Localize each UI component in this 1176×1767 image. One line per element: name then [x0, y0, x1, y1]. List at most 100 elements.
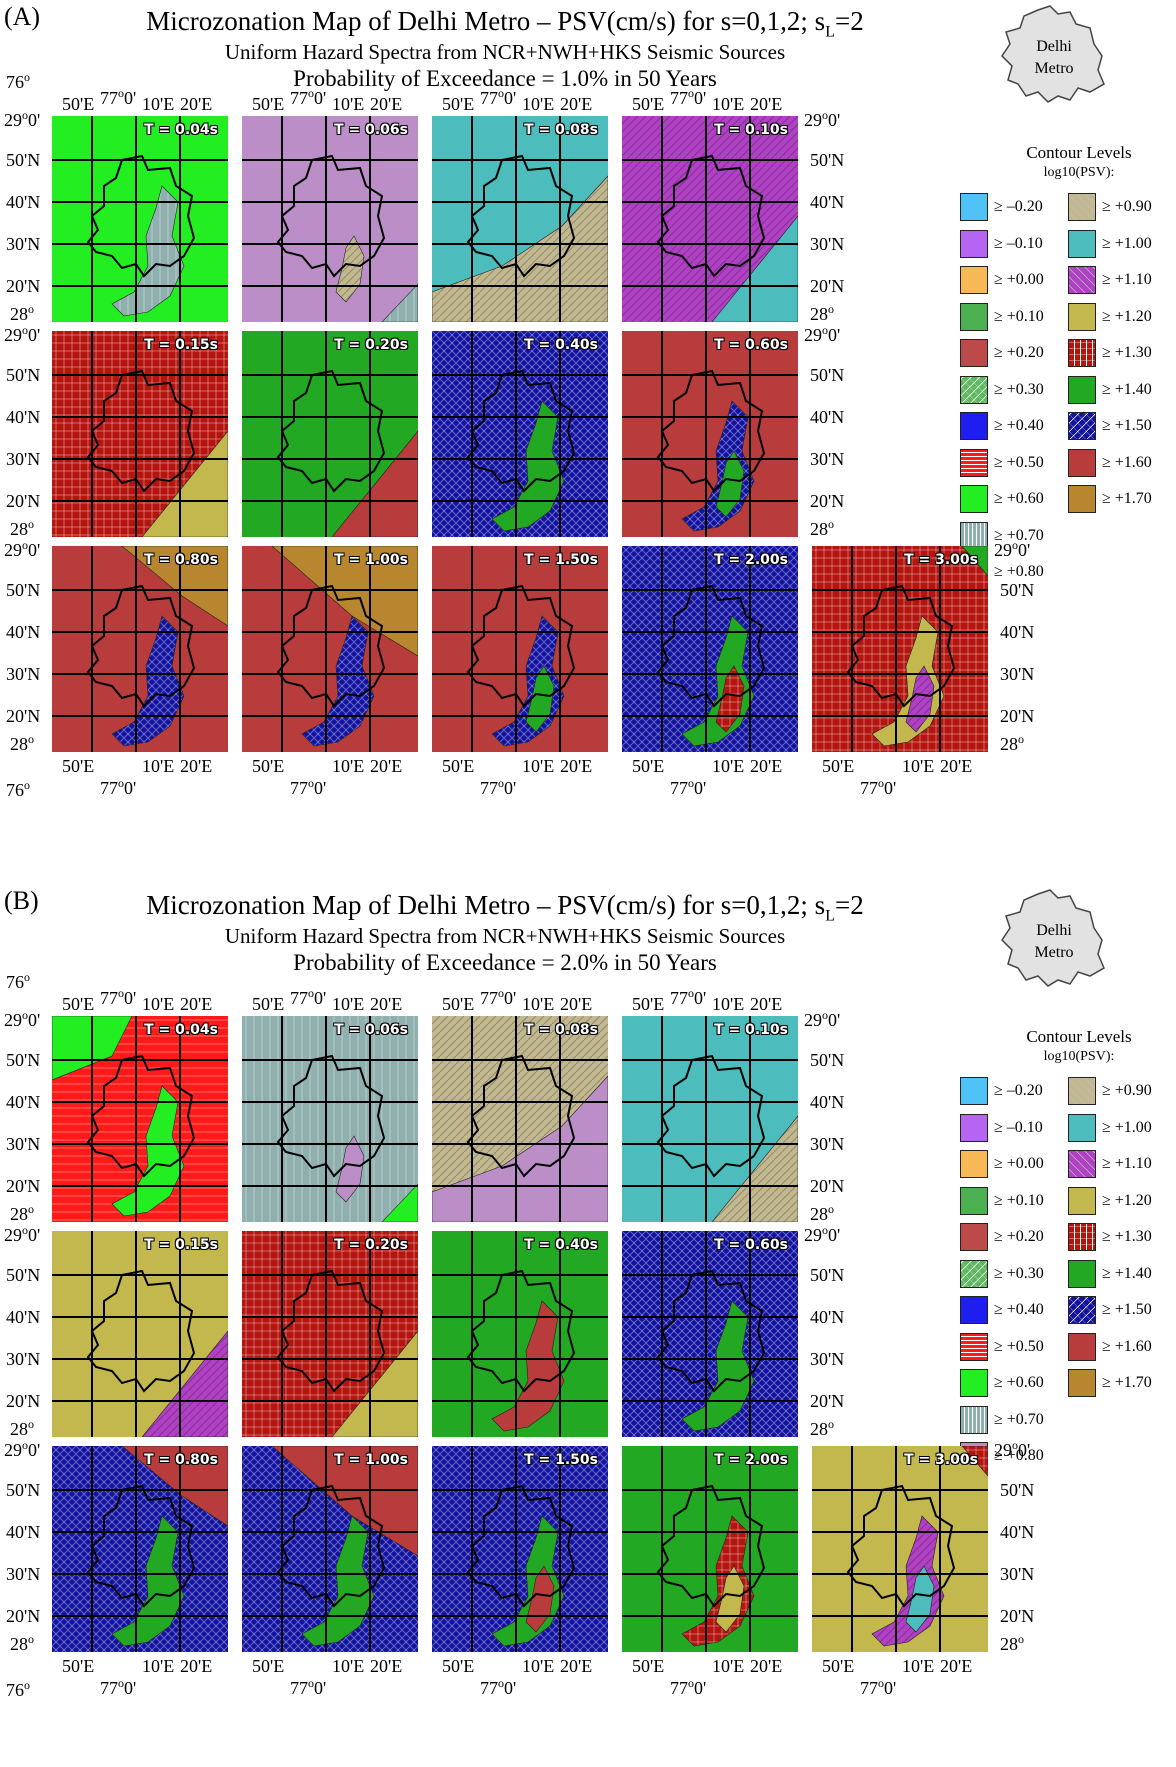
legend-label: ≥ +0.60 — [994, 1374, 1044, 1391]
longitude-label: 50'E — [822, 756, 855, 776]
legend-label: ≥ +1.70 — [1102, 490, 1152, 507]
legend-item: ≥ +0.40 — [960, 1292, 1044, 1328]
delhi-boundary — [656, 1484, 766, 1608]
latitude-label: 29o0' — [4, 1223, 41, 1245]
microzonation-map: T = 0.80s — [52, 1446, 228, 1652]
latitude-label: 30'N — [6, 234, 41, 254]
legend-label: ≥ +1.20 — [1102, 1191, 1152, 1209]
microzonation-map: T = 1.50s — [432, 1446, 608, 1652]
legend-item: ≥ +1.30 — [1068, 335, 1152, 371]
legend-label: ≥ +0.30 — [994, 1264, 1044, 1282]
legend-label: ≥ +1.40 — [1102, 380, 1152, 398]
legend-label: ≥ +0.20 — [994, 344, 1044, 361]
legend-item: ≥ +0.00 — [960, 262, 1044, 298]
latitude-label: 29o0' — [4, 1008, 41, 1030]
latitude-label: 30'N — [6, 1134, 41, 1154]
legend-label: ≥ +0.00 — [994, 271, 1044, 288]
longitude-label: 77o0' — [480, 1676, 517, 1698]
latitude-label: 28o — [10, 1417, 34, 1439]
legend-label: ≥ +0.50 — [994, 453, 1044, 471]
delhi-boundary — [466, 154, 576, 278]
longitude-label: 77o0' — [480, 986, 517, 1008]
contour-zone — [381, 1183, 418, 1222]
contour-zone — [961, 1446, 988, 1477]
legend-swatch — [960, 339, 988, 367]
delhi-boundary — [656, 1269, 766, 1393]
microzonation-map: T = 3.00s — [812, 546, 988, 752]
delhi-boundary — [86, 584, 196, 708]
delhi-boundary — [276, 1054, 386, 1178]
delhi-boundary — [656, 154, 766, 278]
longitude-label: 50'E — [252, 994, 285, 1014]
longitude-label: 50'E — [632, 94, 665, 114]
longitude-label: 50'E — [632, 756, 665, 776]
period-label: T = 0.80s — [144, 552, 218, 568]
contour-zone — [711, 215, 798, 322]
legend-label: ≥ +1.00 — [1102, 234, 1152, 252]
latitude-label: 40'N — [810, 1092, 845, 1112]
longitude-label: 77o0' — [670, 986, 707, 1008]
latitude-label: 20'N — [810, 276, 845, 296]
longitude-label: 20'E — [750, 756, 783, 776]
legend-item: ≥ +0.20 — [960, 1219, 1044, 1255]
delhi-boundary — [466, 584, 576, 708]
latitude-label: 20'N — [1000, 1606, 1035, 1626]
legend-item: ≥ +1.20 — [1068, 299, 1152, 335]
figure-title: Microzonation Map of Delhi Metro – PSV(c… — [146, 890, 864, 925]
legend-item: ≥ +1.60 — [1068, 445, 1152, 481]
microzonation-map: T = 0.60s — [622, 1231, 798, 1437]
contour-zone — [301, 615, 375, 747]
longitude-label: 76o — [6, 70, 30, 92]
latitude-label: 20'N — [810, 1391, 845, 1411]
legend-label: ≥ +0.10 — [994, 307, 1044, 325]
legend-swatch — [1068, 1259, 1096, 1288]
legend-swatch — [960, 1186, 988, 1215]
longitude-label: 20'E — [560, 94, 593, 114]
legend-item: ≥ +1.00 — [1068, 1110, 1152, 1146]
legend-label: ≥ –0.20 — [994, 1082, 1043, 1099]
legend-item: ≥ +1.50 — [1068, 1292, 1152, 1328]
latitude-label: 29o0' — [4, 323, 41, 345]
longitude-label: 10'E — [522, 1656, 555, 1676]
legend-item: ≥ +0.60 — [960, 1365, 1044, 1401]
contour-zone — [711, 1115, 798, 1222]
legend-item: ≥ +1.00 — [1068, 226, 1152, 262]
latitude-label: 50'N — [1000, 1480, 1035, 1500]
longitude-label: 20'E — [750, 994, 783, 1014]
legend-label: ≥ +0.90 — [1102, 198, 1152, 215]
legend-label: ≥ +0.80 — [994, 1447, 1044, 1464]
latitude-label: 50'N — [810, 1265, 845, 1285]
legend-item: ≥ –0.10 — [960, 226, 1043, 262]
latitude-label: 50'N — [6, 1480, 41, 1500]
longitude-label: 10'E — [712, 994, 745, 1014]
legend-title: Contour Levels — [1026, 1027, 1132, 1046]
contour-zone — [331, 1330, 418, 1437]
contour-zone — [331, 430, 418, 537]
period-label: T = 0.08s — [524, 122, 598, 138]
psv-contour-map — [242, 1016, 418, 1222]
period-label: T = 0.40s — [524, 1237, 598, 1253]
longitude-label: 20'E — [180, 94, 213, 114]
delhi-boundary — [466, 1484, 576, 1608]
delhi-inset: Delhi Metro — [998, 4, 1110, 106]
microzonation-map: T = 3.00s — [812, 1446, 988, 1652]
legend-subtitle: log10(PSV): — [1043, 1049, 1115, 1064]
legend-item: ≥ +0.70 — [960, 518, 1044, 554]
longitude-label: 10'E — [712, 1656, 745, 1676]
microzonation-map: T = 0.40s — [432, 331, 608, 537]
latitude-label: 50'N — [6, 1050, 41, 1070]
period-label: T = 0.04s — [144, 122, 218, 138]
legend-label: ≥ –0.10 — [994, 1118, 1043, 1136]
legend-label: ≥ +0.20 — [994, 1228, 1044, 1245]
legend-item: ≥ +0.90 — [1068, 189, 1152, 225]
period-label: T = 0.20s — [334, 337, 408, 353]
legend-swatch — [960, 1259, 988, 1288]
longitude-label: 10'E — [902, 1656, 935, 1676]
latitude-label: 40'N — [810, 407, 845, 427]
legend-swatch — [1068, 1077, 1096, 1105]
legend-item: ≥ +0.50 — [960, 1329, 1044, 1365]
latitude-label: 29o0' — [804, 323, 841, 345]
latitude-label: 30'N — [1000, 1564, 1035, 1584]
microzonation-map: T = 0.20s — [242, 331, 418, 537]
legend-swatch — [960, 1150, 988, 1178]
